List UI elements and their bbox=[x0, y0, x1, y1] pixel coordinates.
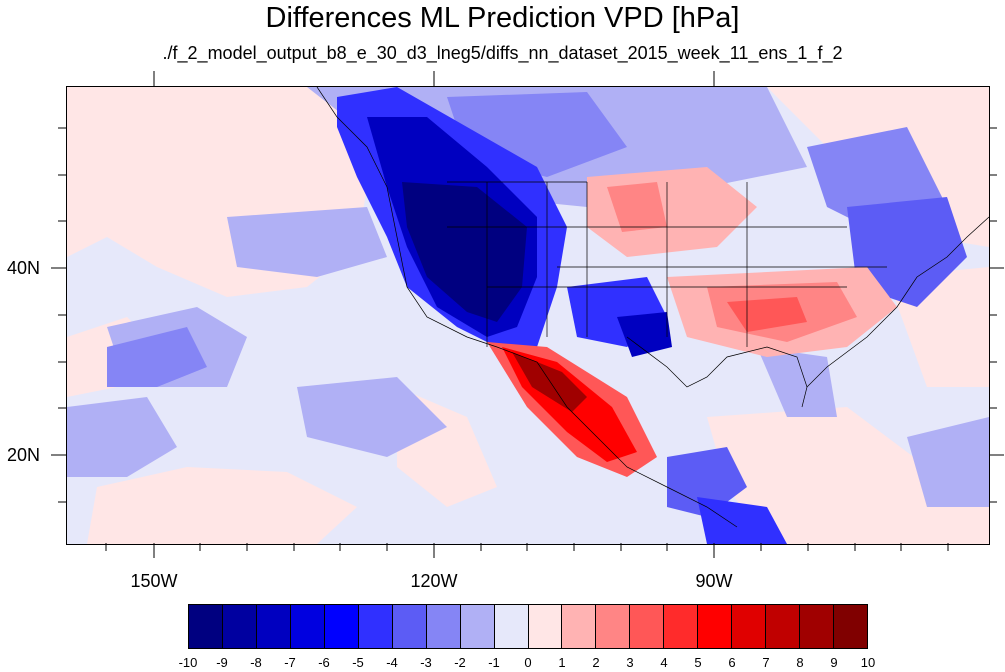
colorbar-label: -3 bbox=[420, 655, 432, 670]
pink-region-south bbox=[87, 467, 357, 544]
colorbar-cell bbox=[732, 605, 767, 648]
colorbar-label: -7 bbox=[284, 655, 296, 670]
blue-patch-yucatan bbox=[667, 447, 747, 517]
blue-patch-atlantic-south bbox=[907, 417, 989, 507]
map-title: Differences ML Prediction VPD [hPa] bbox=[265, 2, 740, 34]
colorbar-label: 10 bbox=[860, 655, 876, 670]
colorbar-label: 7 bbox=[762, 655, 770, 670]
colorbar-cell bbox=[290, 605, 325, 648]
map-subtitle: ./f_2_model_output_b8_e_30_d3_lneg5/diff… bbox=[162, 43, 843, 63]
blue-patch-pacific-3 bbox=[227, 207, 387, 277]
colorbar-label: -10 bbox=[178, 655, 198, 670]
colorbar-label: -5 bbox=[352, 655, 364, 670]
colorbar-label: -1 bbox=[488, 655, 500, 670]
lon-label-150w: 150W bbox=[130, 571, 178, 591]
blue-patch-pacific-2 bbox=[107, 327, 207, 387]
colorbar-cell bbox=[834, 605, 868, 648]
positive-mexico-core bbox=[512, 352, 587, 412]
blue-patch-pacific-5 bbox=[67, 397, 177, 477]
lon-label-90w: 90W bbox=[695, 571, 733, 591]
colorbar-label: -6 bbox=[318, 655, 330, 670]
colorbar-label: 5 bbox=[694, 655, 702, 670]
colorbar-cell bbox=[222, 605, 257, 648]
colorbar-label: 1 bbox=[558, 655, 566, 670]
blue-patch-pacific-4 bbox=[297, 377, 447, 457]
negative-texas bbox=[617, 312, 672, 357]
blue-patch-florida bbox=[757, 347, 837, 417]
pink-region-caribbean bbox=[707, 407, 989, 544]
colorbar-cell bbox=[596, 605, 631, 648]
colorbar-cell bbox=[189, 605, 223, 648]
lon-label-120w: 120W bbox=[410, 571, 458, 591]
colorbar-cell bbox=[358, 605, 393, 648]
colorbar bbox=[188, 604, 868, 649]
colorbar-cell bbox=[324, 605, 359, 648]
colorbar-label: 8 bbox=[796, 655, 804, 670]
positive-midwest-core bbox=[607, 182, 667, 232]
colorbar-label: -4 bbox=[386, 655, 398, 670]
difference-field-map bbox=[67, 87, 989, 544]
colorbar-label: -9 bbox=[216, 655, 228, 670]
lat-label-20n: 20N bbox=[6, 445, 40, 465]
colorbar-label: 3 bbox=[626, 655, 634, 670]
colorbar-cell bbox=[698, 605, 733, 648]
colorbar-label: -8 bbox=[250, 655, 262, 670]
colorbar-cell bbox=[494, 605, 529, 648]
blue-patch-centralamerica bbox=[697, 497, 787, 544]
colorbar-label: 2 bbox=[592, 655, 600, 670]
colorbar-label: 6 bbox=[728, 655, 736, 670]
colorbar-cell bbox=[460, 605, 495, 648]
blue-patch-greatlakes bbox=[847, 197, 967, 307]
colorbar-label: -2 bbox=[454, 655, 466, 670]
lat-label-40n: 40N bbox=[6, 258, 40, 278]
colorbar-cell bbox=[528, 605, 563, 648]
map-plot-area bbox=[66, 86, 990, 545]
colorbar-cell bbox=[664, 605, 699, 648]
colorbar-cell bbox=[426, 605, 461, 648]
colorbar-cell bbox=[630, 605, 665, 648]
colorbar-label: 9 bbox=[830, 655, 838, 670]
colorbar-label: 0 bbox=[524, 655, 532, 670]
colorbar-cell bbox=[562, 605, 597, 648]
colorbar-cell bbox=[392, 605, 427, 648]
coastlines bbox=[316, 87, 989, 528]
colorbar-cell bbox=[800, 605, 835, 648]
colorbar-cell bbox=[256, 605, 291, 648]
colorbar-cell bbox=[766, 605, 801, 648]
colorbar-labels: -10 -9 -8 -7 -6 -5 -4 -3 -2 -1 0 1 2 3 4 5 6 7 8 9 10 bbox=[179, 655, 876, 672]
colorbar-label: 4 bbox=[660, 655, 668, 670]
